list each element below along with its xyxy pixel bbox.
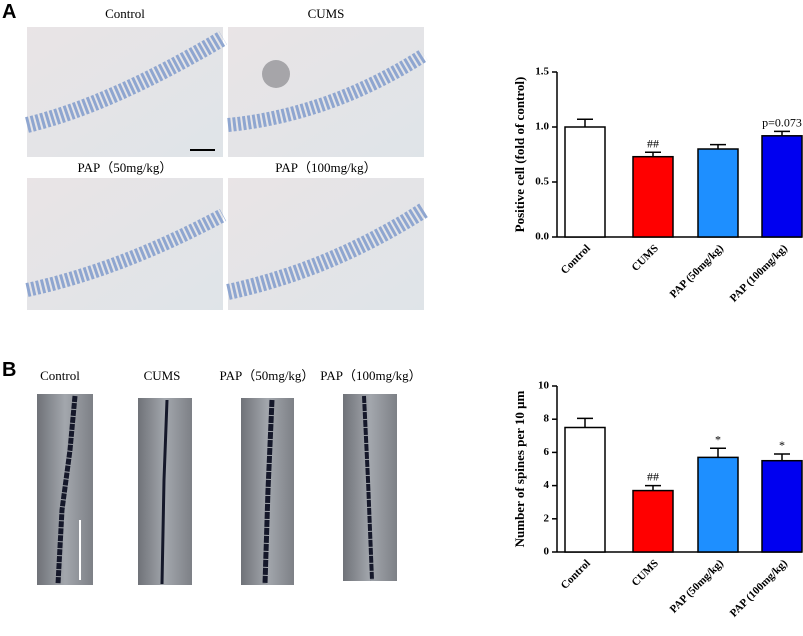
y-axis-label: Number of spines per 10 μm xyxy=(512,390,527,547)
x-tick-label: PAP (50mg/kg) xyxy=(668,557,726,615)
bar xyxy=(697,148,739,238)
panel-label: A xyxy=(2,1,16,23)
artifact xyxy=(262,60,290,88)
cell-layer xyxy=(226,203,429,300)
error-bar xyxy=(645,151,661,157)
dendrite xyxy=(362,395,374,581)
x-tick-label: PAP (50mg/kg) xyxy=(668,242,726,300)
cell-layer xyxy=(25,31,228,133)
image-label: CUMS xyxy=(144,368,181,383)
x-tick-label: CUMS xyxy=(630,557,661,588)
image-label: Control xyxy=(105,6,145,21)
y-tick-label: 2 xyxy=(544,512,550,524)
image-label: CUMS xyxy=(308,6,345,21)
y-tick-label: 1.5 xyxy=(535,66,549,78)
micrographs-b: Control CUMS PAP（50mg/kg） PAP（100mg/kg） xyxy=(37,368,422,585)
error-bar xyxy=(710,447,726,458)
error-bar xyxy=(577,118,593,127)
cell-layer xyxy=(25,208,227,297)
significance-label: ## xyxy=(647,136,659,150)
y-axis-label: Positive cell (fold of control) xyxy=(512,77,527,233)
bar xyxy=(632,155,674,238)
panel-label: B xyxy=(2,359,16,381)
image-label: PAP（50mg/kg） xyxy=(220,368,315,383)
micrograph xyxy=(228,178,424,310)
y-tick-label: 6 xyxy=(544,446,550,458)
dendrite xyxy=(160,399,169,585)
y-tick-label: 8 xyxy=(544,413,550,425)
image-label: Control xyxy=(40,368,80,383)
significance-label: * xyxy=(715,432,721,446)
x-tick-label: PAP (100mg/kg) xyxy=(728,242,790,304)
micrograph xyxy=(27,178,223,310)
cell-layer xyxy=(227,49,428,132)
error-bar xyxy=(774,130,790,136)
bar xyxy=(761,135,803,238)
x-tick-label: PAP (100mg/kg) xyxy=(728,557,790,619)
y-tick-label: 4 xyxy=(544,479,550,491)
significance-label: * xyxy=(779,438,785,452)
image-label: PAP（50mg/kg） xyxy=(78,160,173,175)
bar xyxy=(761,459,803,553)
y-tick-label: 0.0 xyxy=(535,231,549,243)
error-bar xyxy=(774,453,790,461)
error-bar xyxy=(710,143,726,149)
significance-label: ## xyxy=(647,470,659,484)
x-tick-label: CUMS xyxy=(630,242,661,273)
y-tick-label: 10 xyxy=(538,380,550,392)
dendrite xyxy=(262,399,275,585)
bar xyxy=(697,456,739,553)
micrograph xyxy=(228,27,424,157)
image-label: PAP（100mg/kg） xyxy=(275,160,376,175)
y-tick-label: 0 xyxy=(544,546,550,558)
bar xyxy=(564,126,606,238)
error-bar xyxy=(577,417,593,428)
significance-label: p=0.073 xyxy=(762,115,802,129)
micrographs-a: Control CUMS PAP（50mg/kg） PAP（100mg/kg） xyxy=(25,6,429,310)
y-tick-label: 0.5 xyxy=(535,176,549,188)
x-tick-label: Control xyxy=(559,242,593,276)
bar xyxy=(632,489,674,553)
dendrite xyxy=(55,395,78,585)
image-label: PAP（100mg/kg） xyxy=(320,368,421,383)
bar xyxy=(564,426,606,553)
y-tick-label: 1.0 xyxy=(535,121,549,133)
error-bar xyxy=(645,484,661,491)
x-tick-label: Control xyxy=(559,557,593,591)
